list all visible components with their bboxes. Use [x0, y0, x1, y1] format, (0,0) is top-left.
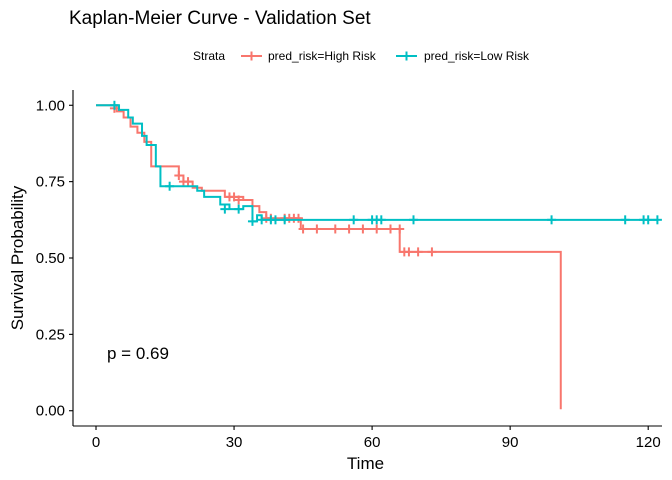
- y-tick-label: 0.50: [36, 250, 65, 267]
- x-tick-label: 60: [364, 434, 381, 451]
- x-tick-label: 30: [226, 434, 243, 451]
- censor-mark-low-risk: [547, 215, 557, 225]
- series-high-risk: [96, 103, 562, 410]
- legend-label-high-risk: pred_risk=High Risk: [268, 49, 377, 63]
- censor-mark-low-risk: [220, 204, 230, 214]
- p-value-annotation: p = 0.69: [107, 344, 169, 363]
- censor-mark-high-risk: [312, 224, 322, 234]
- censor-mark-high-risk: [386, 224, 396, 234]
- x-tick-label: 120: [636, 434, 661, 451]
- censor-mark-low-risk: [652, 215, 662, 225]
- censor-mark-low-risk: [270, 215, 280, 225]
- legend-key-low-risk: [396, 51, 417, 61]
- legend-label-low-risk: pred_risk=Low Risk: [424, 49, 530, 63]
- y-axis-ticks: 0.00 0.25 0.50 0.75 1.00: [36, 97, 73, 420]
- censor-mark-low-risk: [280, 215, 290, 225]
- censor-mark-high-risk: [395, 224, 405, 234]
- survival-curve-low-risk: [96, 104, 658, 223]
- censor-mark-low-risk: [349, 215, 359, 225]
- y-tick-label: 0.25: [36, 326, 65, 343]
- x-tick-label: 0: [92, 434, 100, 451]
- x-axis-ticks: 0 30 60 90 120: [92, 426, 661, 451]
- censor-mark-low-risk: [376, 215, 386, 225]
- censor-mark-high-risk: [174, 171, 184, 181]
- plot-area: [96, 100, 662, 410]
- censor-mark-high-risk: [358, 224, 368, 234]
- legend: Strata pred_risk=High Risk pred_risk=Low…: [193, 49, 530, 63]
- censor-mark-high-risk: [183, 177, 193, 187]
- censor-mark-high-risk: [293, 213, 303, 223]
- legend-key-high-risk: [241, 51, 262, 61]
- x-tick-label: 90: [502, 434, 519, 451]
- censor-mark-high-risk: [298, 224, 308, 234]
- censor-mark-low-risk: [234, 204, 244, 214]
- censor-mark-high-risk: [413, 247, 423, 257]
- censor-mark-low-risk: [257, 215, 267, 225]
- censor-mark-high-risk: [229, 192, 239, 202]
- survival-curve-high-risk: [96, 104, 562, 410]
- censor-mark-low-risk: [247, 216, 257, 226]
- censor-mark-high-risk: [330, 224, 340, 234]
- y-tick-label: 0.75: [36, 174, 65, 191]
- y-tick-label: 0.00: [36, 403, 65, 420]
- x-axis-title: Time: [347, 454, 384, 473]
- censor-mark-high-risk: [427, 247, 437, 257]
- censor-mark-high-risk: [344, 224, 354, 234]
- censor-mark-high-risk: [234, 195, 244, 205]
- censor-mark-high-risk: [372, 224, 382, 234]
- censor-mark-low-risk: [409, 215, 419, 225]
- censor-mark-low-risk: [109, 100, 119, 110]
- series-low-risk: [96, 100, 662, 226]
- y-axis-title: Survival Probability: [8, 185, 27, 330]
- censor-mark-high-risk: [404, 247, 414, 257]
- censor-mark-low-risk: [620, 215, 630, 225]
- chart-title: Kaplan-Meier Curve - Validation Set: [69, 8, 371, 29]
- censor-mark-low-risk: [643, 215, 653, 225]
- censor-mark-low-risk: [165, 181, 175, 191]
- y-tick-label: 1.00: [36, 97, 65, 114]
- legend-title: Strata: [193, 49, 225, 63]
